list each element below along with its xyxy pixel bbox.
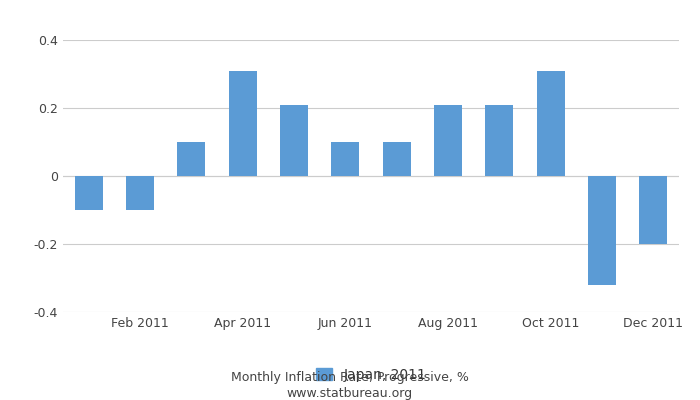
Bar <box>228 70 257 176</box>
Bar <box>74 176 103 210</box>
Bar <box>331 142 360 176</box>
Legend: Japan, 2011: Japan, 2011 <box>310 362 432 388</box>
Bar <box>177 142 206 176</box>
Bar <box>280 105 308 176</box>
Bar <box>382 142 411 176</box>
Bar <box>126 176 154 210</box>
Text: Monthly Inflation Rate, Progressive, %: Monthly Inflation Rate, Progressive, % <box>231 372 469 384</box>
Bar <box>639 176 667 244</box>
Text: www.statbureau.org: www.statbureau.org <box>287 388 413 400</box>
Bar <box>434 105 462 176</box>
Bar <box>588 176 616 285</box>
Bar <box>536 70 565 176</box>
Bar <box>485 105 513 176</box>
